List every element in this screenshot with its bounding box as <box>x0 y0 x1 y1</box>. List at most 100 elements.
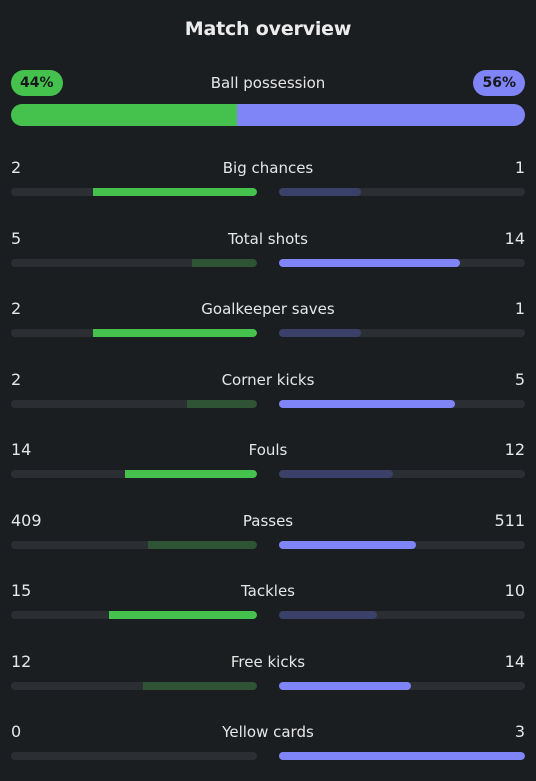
stat-away-value: 14 <box>504 228 525 248</box>
away-bar-track <box>279 752 525 760</box>
away-bar-track <box>279 540 525 549</box>
stat-name: Goalkeeper saves <box>201 300 335 318</box>
home-bar-fill <box>186 399 257 408</box>
away-bar-fill <box>279 470 393 478</box>
stat-header: Total shots 5 14 <box>11 226 525 252</box>
stat-header: Yellow cards 0 3 <box>11 719 525 745</box>
stat-row: Total shots 5 14 <box>11 226 525 297</box>
stat-header: Big chances 2 1 <box>11 155 525 181</box>
stat-home-value: 2 <box>11 299 22 318</box>
away-bar-fill <box>279 611 378 619</box>
home-bar-fill <box>92 329 257 337</box>
stat-header: Free kicks 12 14 <box>11 649 525 675</box>
home-bar-track <box>11 752 257 760</box>
stat-bars <box>11 470 525 478</box>
home-bar-fill <box>109 611 257 619</box>
away-bar-fill <box>279 329 361 337</box>
home-bar-track <box>11 611 257 619</box>
away-bar-track <box>279 611 525 619</box>
stat-away-value: 10 <box>504 581 525 600</box>
home-bar-fill <box>192 258 257 267</box>
stat-name: Tackles <box>240 582 296 600</box>
away-bar-fill <box>279 188 361 196</box>
away-bar-track <box>279 188 525 196</box>
home-possession-badge: 44% <box>11 70 63 96</box>
stat-row: Big chances 2 1 <box>11 155 525 226</box>
home-bar-track <box>11 540 257 549</box>
possession-label: Ball possession <box>210 74 326 92</box>
stat-bars <box>11 752 525 760</box>
stat-home-value: 0 <box>11 722 22 741</box>
away-bar-fill <box>279 752 525 760</box>
away-bar-track <box>279 329 525 337</box>
away-bar-fill <box>279 258 461 267</box>
stat-away-value: 12 <box>504 440 525 459</box>
stat-header: Goalkeeper saves 2 1 <box>11 296 525 322</box>
stat-away-value: 5 <box>514 369 525 389</box>
stat-home-value: 14 <box>11 440 32 459</box>
away-bar-fill <box>279 681 412 690</box>
stat-name: Yellow cards <box>222 723 314 741</box>
stat-bars <box>11 329 525 337</box>
stat-home-value: 12 <box>11 651 32 671</box>
stat-row: Passes 409 511 <box>11 508 525 579</box>
stat-row: Free kicks 12 14 <box>11 649 525 720</box>
home-bar-track <box>11 329 257 337</box>
possession-bar <box>11 104 525 126</box>
stat-header: Corner kicks 2 5 <box>11 367 525 393</box>
stat-away-value: 14 <box>504 651 525 671</box>
home-bar-track <box>11 681 257 690</box>
home-bar-fill <box>143 681 257 690</box>
away-possession-segment <box>237 104 525 126</box>
stat-bars <box>11 540 525 549</box>
away-bar-track <box>279 399 525 408</box>
stat-row: Corner kicks 2 5 <box>11 367 525 438</box>
stat-row: Fouls 14 12 <box>11 437 525 508</box>
away-possession-badge: 56% <box>473 70 525 96</box>
away-bar-fill <box>279 399 455 408</box>
stat-away-value: 511 <box>494 510 525 530</box>
stat-name: Passes <box>242 511 294 530</box>
home-possession-segment <box>11 104 238 126</box>
away-bar-track <box>279 681 525 690</box>
stat-header: Fouls 14 12 <box>11 437 525 463</box>
away-bar-fill <box>279 540 416 549</box>
stat-name: Total shots <box>228 229 308 248</box>
stat-home-value: 409 <box>11 510 42 530</box>
stat-name: Free kicks <box>230 652 306 671</box>
possession-header: Ball possession 44% 56% <box>11 70 525 96</box>
home-bar-fill <box>92 188 257 196</box>
stat-bars <box>11 681 525 690</box>
stat-name: Corner kicks <box>221 370 315 389</box>
home-bar-track <box>11 470 257 478</box>
stats-list: Big chances 2 1 Total shots 5 14 <box>11 155 525 781</box>
stat-name: Big chances <box>222 159 314 177</box>
stat-row: Goalkeeper saves 2 1 <box>11 296 525 367</box>
stat-home-value: 2 <box>11 369 22 389</box>
away-bar-track <box>279 470 525 478</box>
stat-home-value: 15 <box>11 581 32 600</box>
stat-home-value: 5 <box>11 228 22 248</box>
stat-bars <box>11 188 525 196</box>
stat-away-value: 1 <box>514 299 525 318</box>
stat-bars <box>11 399 525 408</box>
stat-name: Fouls <box>248 441 288 459</box>
home-bar-track <box>11 258 257 267</box>
home-bar-fill <box>124 470 257 478</box>
home-bar-track <box>11 399 257 408</box>
page-title: Match overview <box>184 18 352 40</box>
away-bar-track <box>279 258 525 267</box>
stat-row: Yellow cards 0 3 <box>11 719 525 781</box>
home-bar-fill <box>147 540 257 549</box>
stat-away-value: 1 <box>514 158 525 177</box>
ball-possession: Ball possession 44% 56% <box>11 70 525 126</box>
stat-header: Passes 409 511 <box>11 508 525 534</box>
stat-bars <box>11 258 525 267</box>
home-bar-track <box>11 188 257 196</box>
stat-row: Tackles 15 10 <box>11 578 525 649</box>
stat-bars <box>11 611 525 619</box>
stat-header: Tackles 15 10 <box>11 578 525 604</box>
stat-home-value: 2 <box>11 158 22 177</box>
stat-away-value: 3 <box>514 722 525 741</box>
